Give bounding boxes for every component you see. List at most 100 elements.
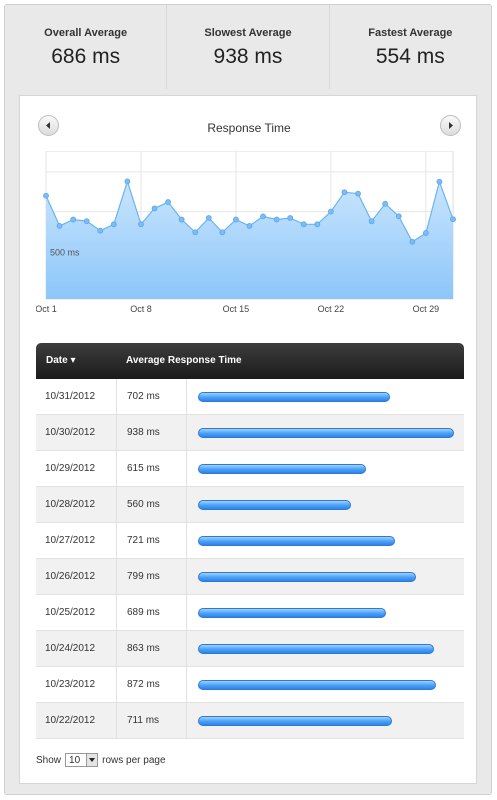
cell-response-time: 863 ms [127, 643, 160, 654]
stat-fastest: Fastest Average 554 ms [328, 5, 491, 89]
cell-date: 10/27/2012 [45, 535, 96, 546]
response-bar-track [198, 392, 454, 402]
chart-point [70, 216, 77, 223]
cell-response-time: 938 ms [127, 427, 160, 438]
chart-point [314, 221, 321, 228]
cell-ms-container: 711 ms [116, 703, 187, 738]
response-bar-track [198, 428, 454, 438]
dashboard-panel: Overall Average 686 ms Slowest Average 9… [4, 4, 492, 795]
cell-ms-container: 799 ms [116, 559, 187, 594]
response-bar-track [198, 500, 454, 510]
stat-fastest-value: 554 ms [375, 45, 445, 68]
stat-overall-label: Overall Average [44, 27, 128, 39]
chart-point [260, 213, 266, 220]
chart-point [395, 213, 402, 220]
table-row[interactable]: 10/25/2012 689 ms [36, 595, 464, 631]
table-row[interactable]: 10/26/2012 799 ms [36, 559, 464, 595]
rows-per-page-label: rows per page [102, 754, 166, 766]
chart-point [382, 200, 389, 207]
chart-point [368, 218, 375, 225]
chart-point [165, 199, 172, 205]
chart-x-tick-label: Oct 1 [36, 304, 57, 314]
table-row[interactable]: 10/24/2012 863 ms [36, 631, 464, 667]
response-bar-track [198, 572, 454, 582]
chart-point [178, 216, 185, 223]
stat-slowest-label: Slowest Average [204, 27, 292, 39]
chart-point [43, 192, 49, 199]
column-header-date[interactable]: Date ▾ [46, 355, 76, 366]
pager: Show 10 rows per page [36, 753, 166, 767]
stat-slowest-value: 938 ms [213, 45, 283, 68]
cell-ms-container: 863 ms [116, 631, 187, 666]
table-row[interactable]: 10/22/2012 711 ms [36, 703, 464, 739]
cell-date: 10/24/2012 [45, 643, 96, 654]
chart-point [205, 215, 212, 221]
stat-fastest-label: Fastest Average [368, 27, 453, 39]
chart-point [273, 216, 280, 223]
chart-area [46, 181, 453, 299]
cell-date: 10/25/2012 [45, 607, 96, 618]
chart-point [56, 223, 63, 229]
column-header-response[interactable]: Average Response Time [126, 355, 242, 366]
cell-response-time: 689 ms [127, 607, 160, 618]
chart-point [436, 178, 443, 185]
cell-date: 10/23/2012 [45, 679, 96, 690]
cell-response-time: 799 ms [127, 571, 160, 582]
table-row[interactable]: 10/28/2012 560 ms [36, 487, 464, 523]
cell-ms-container: 689 ms [116, 595, 187, 630]
chart-point [151, 205, 158, 212]
cell-date: 10/31/2012 [45, 391, 96, 402]
table-row[interactable]: 10/30/2012 938 ms [36, 415, 464, 451]
cell-response-time: 560 ms [127, 499, 160, 510]
response-bar [198, 716, 393, 726]
chart-point [409, 238, 416, 245]
stat-overall-value: 686 ms [51, 45, 121, 68]
table-header: Date ▾ Average Response Time [36, 343, 464, 379]
response-time-chart: 500 ms Oct 1 Oct 8 Oct 15 Oct 22 Oct 29 [36, 151, 464, 319]
chart-point [110, 221, 117, 228]
chart-point [192, 229, 199, 236]
cell-date: 10/22/2012 [45, 715, 96, 726]
chart-x-tick-label: Oct 15 [223, 304, 250, 314]
chart-x-tick-label: Oct 29 [413, 304, 440, 314]
chart-y-tick-label: 500 ms [50, 247, 80, 257]
response-bar [198, 536, 395, 546]
cell-ms-container: 872 ms [116, 667, 187, 702]
response-bar [198, 464, 366, 474]
cell-ms-container: 702 ms [116, 379, 187, 414]
table-row[interactable]: 10/29/2012 615 ms [36, 451, 464, 487]
response-bar-track [198, 680, 454, 690]
chart-point [138, 221, 144, 228]
response-bar-track [198, 644, 454, 654]
cell-response-time: 721 ms [127, 535, 160, 546]
response-bar-track [198, 716, 454, 726]
stat-overall: Overall Average 686 ms [5, 5, 166, 89]
table-row[interactable]: 10/23/2012 872 ms [36, 667, 464, 703]
chevron-right-icon [449, 122, 453, 129]
stats-bar: Overall Average 686 ms Slowest Average 9… [5, 5, 491, 89]
response-bar-track [198, 464, 454, 474]
chart-point [233, 216, 239, 223]
table-row[interactable]: 10/31/2012 702 ms [36, 379, 464, 415]
rows-per-page-select[interactable]: 10 [65, 753, 99, 767]
chart-point [83, 218, 90, 225]
cell-ms-container: 938 ms [116, 415, 187, 450]
cell-response-time: 702 ms [127, 391, 160, 402]
cell-response-time: 615 ms [127, 463, 160, 474]
cell-response-time: 711 ms [127, 715, 160, 726]
table-row[interactable]: 10/27/2012 721 ms [36, 523, 464, 559]
response-bar [198, 680, 436, 690]
response-bar [198, 428, 454, 438]
chart-point [355, 190, 361, 197]
chart-point [124, 178, 131, 185]
chart-title: Response Time [207, 121, 291, 135]
chart-point [219, 229, 226, 236]
response-bar-track [198, 536, 454, 546]
chart-point [327, 208, 334, 215]
response-bar [198, 572, 417, 582]
chart-point [287, 215, 294, 221]
previous-button[interactable] [38, 115, 59, 136]
chart-point [246, 223, 253, 229]
next-button[interactable] [440, 115, 461, 136]
chart-point [450, 216, 456, 223]
